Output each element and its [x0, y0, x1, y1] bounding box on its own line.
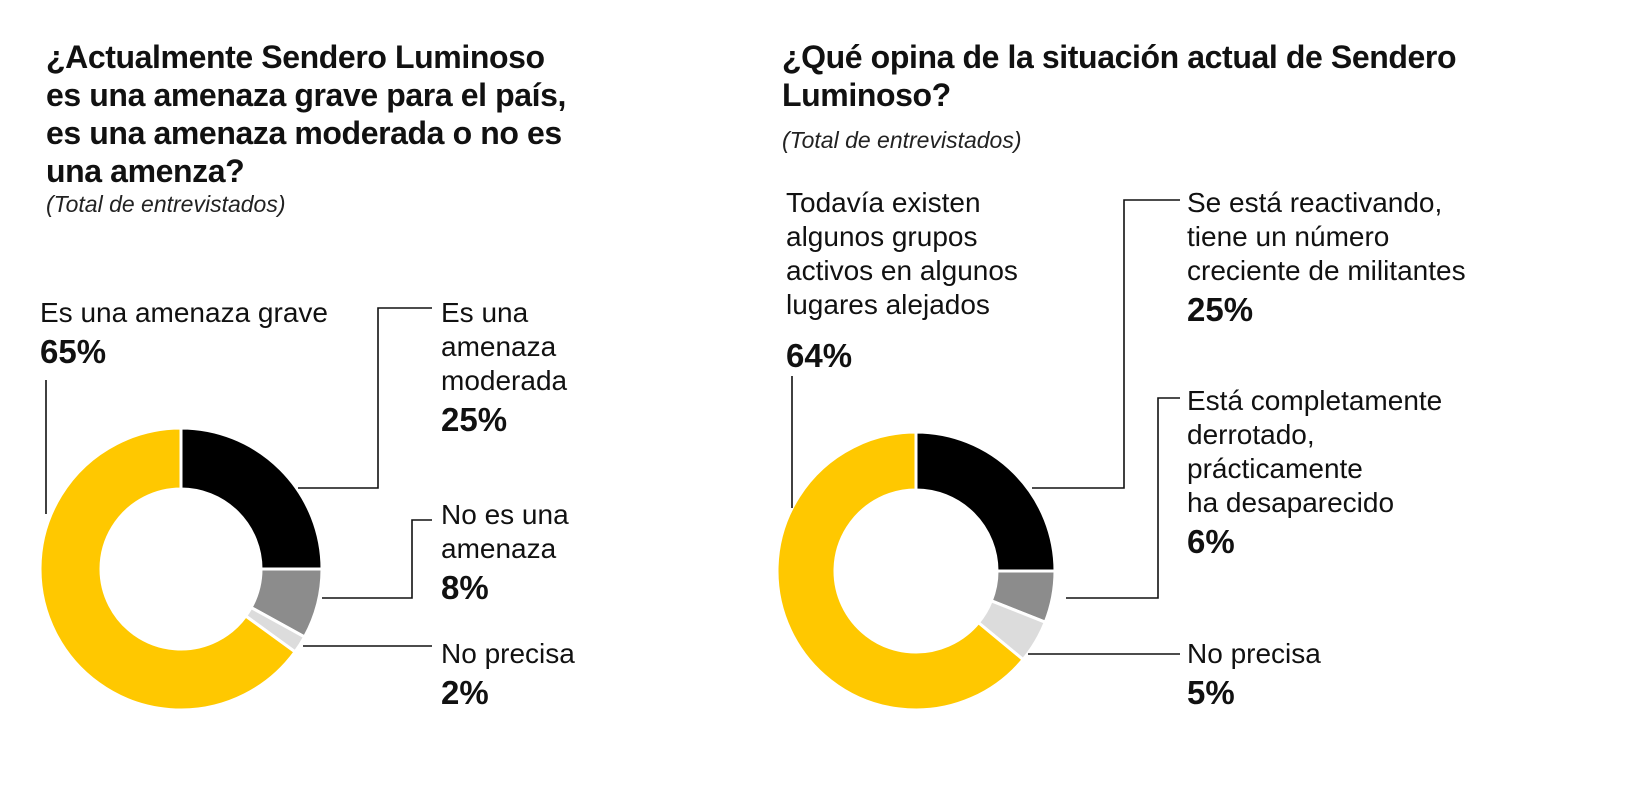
donut-slice-es-una-amenaza-moderada — [179, 426, 324, 571]
label-existen: Todavía existen algunos grupos activos e… — [786, 186, 1018, 378]
label-text: No precisa — [441, 638, 575, 669]
label-value: 65% — [40, 333, 107, 370]
label-grave: Es una amenaza grave 65% — [40, 296, 328, 374]
label-text: Todavía existen algunos grupos activos e… — [786, 187, 1018, 320]
leader-line-derrotado — [1066, 397, 1180, 599]
leader-line-no-amenaza — [322, 519, 432, 599]
chart-title: ¿Qué opina de la situación actual de Sen… — [782, 39, 1457, 113]
label-value: 25% — [441, 401, 508, 438]
label-text: Es una amenaza grave — [40, 297, 328, 328]
label-text: Se está reactivando, tiene un número cre… — [1187, 187, 1466, 286]
label-text: Es una amenaza moderada — [441, 297, 568, 396]
chart-panel-situacion: ¿Qué opina de la situación actual de Sen… — [775, 0, 1629, 812]
chart-subtitle: (Total de entrevistados) — [46, 191, 286, 217]
label-value: 2% — [441, 674, 489, 711]
leader-line-moderada — [298, 307, 432, 489]
label-value: 25% — [1187, 291, 1254, 328]
donut-slice-se-está-reactivando-tiene-un-número-creciente-de-militantes — [914, 430, 1057, 573]
chart-title: ¿Actualmente Sendero Luminoso es una ame… — [46, 39, 567, 189]
label-value: 5% — [1187, 674, 1235, 711]
label-text: No es una amenaza — [441, 499, 569, 564]
chart-panel-amenaza: ¿Actualmente Sendero Luminoso es una ame… — [0, 0, 800, 812]
donut-slice-todavía-existen-algunos-grupos-activos-en-algunos-lugares-alejados — [775, 430, 1025, 712]
leader-line-reactivando — [1032, 199, 1180, 489]
label-value: 6% — [1187, 523, 1235, 560]
label-moderada: Es una amenaza moderada 25% — [441, 296, 567, 442]
donut-slice-es-una-amenaza-grave — [38, 426, 297, 712]
label-no-precisa: No precisa 2% — [441, 637, 575, 715]
label-derrotado: Está completamente derrotado, prácticame… — [1187, 384, 1442, 564]
chart-subtitle: (Total de entrevistados) — [782, 127, 1022, 153]
donut-chart-amenaza — [38, 307, 432, 712]
label-no-precisa: No precisa 5% — [1187, 637, 1321, 715]
label-value: 8% — [441, 569, 489, 606]
label-value: 64% — [786, 337, 853, 374]
label-text: Está completamente derrotado, prácticame… — [1187, 385, 1443, 518]
label-text: No precisa — [1187, 638, 1321, 669]
donut-chart-situacion — [775, 199, 1180, 712]
label-no-amenaza: No es una amenaza 8% — [441, 498, 569, 610]
label-reactivando: Se está reactivando, tiene un número cre… — [1187, 186, 1466, 332]
